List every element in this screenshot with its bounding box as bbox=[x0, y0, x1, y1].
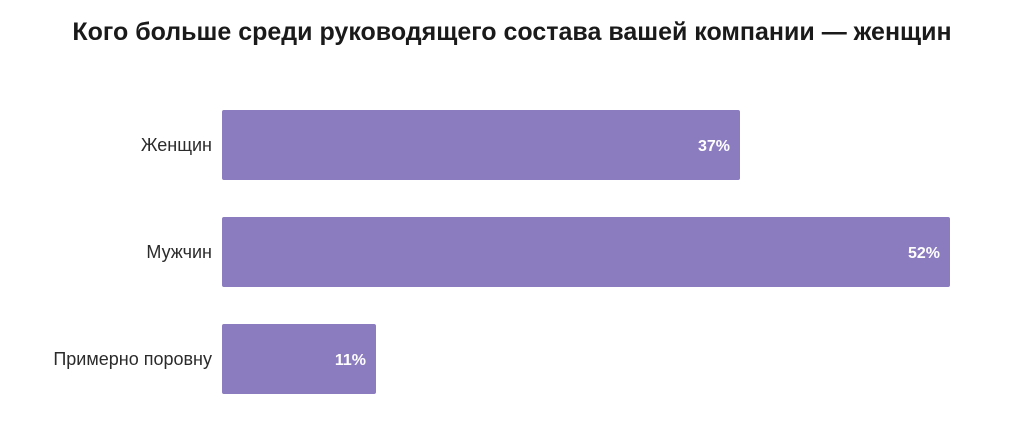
bar-1 bbox=[222, 110, 740, 180]
value-label-1: 37% bbox=[698, 138, 730, 155]
category-label-2: Мужчин bbox=[146, 242, 212, 262]
bar-3 bbox=[222, 324, 376, 394]
value-label-2: 52% bbox=[908, 245, 940, 262]
chart-title: Кого больше среди руководящего состава в… bbox=[72, 18, 952, 46]
value-label-3: 11% bbox=[335, 352, 366, 369]
bar-2 bbox=[222, 217, 950, 287]
category-label-3: Примерно поровну bbox=[53, 349, 212, 369]
category-label-1: Женщин bbox=[141, 135, 212, 155]
